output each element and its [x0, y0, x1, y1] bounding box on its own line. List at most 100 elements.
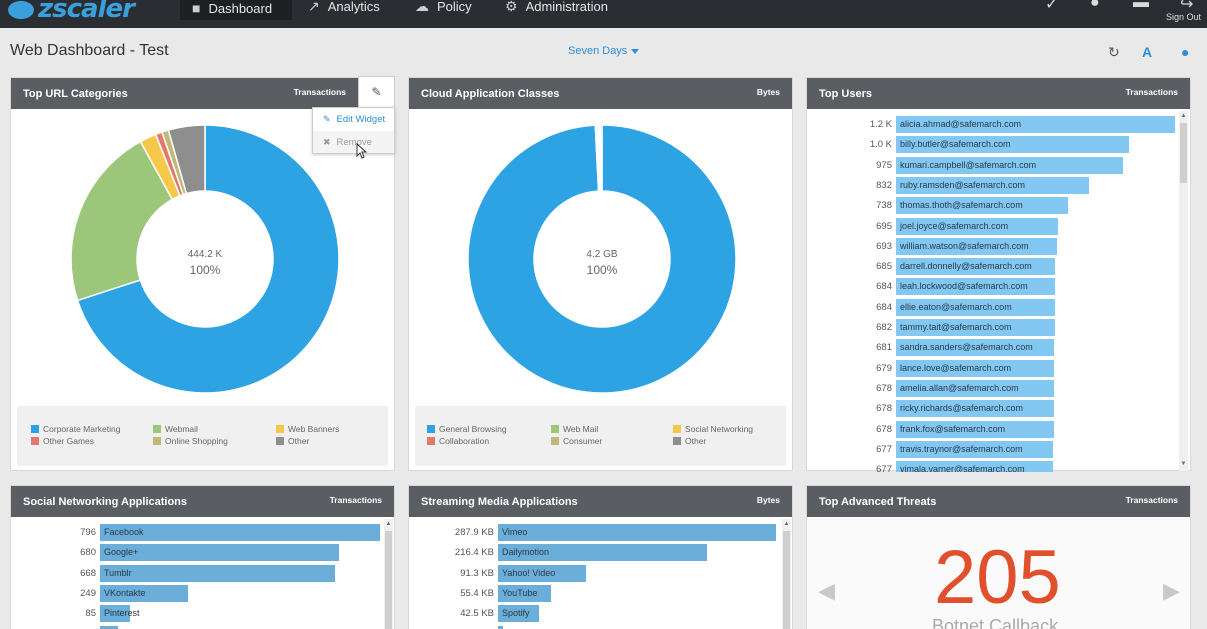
nav-analytics[interactable]: ↗ Analytics [308, 0, 380, 16]
donut-slice-other[interactable] [167, 124, 206, 195]
legend-item[interactable]: Other [276, 436, 309, 446]
bar-row[interactable]: 680 Google+ [11, 544, 383, 562]
bar-row[interactable]: 677 vimala.varner@safemarch.com [807, 461, 1177, 472]
nav-policy[interactable]: ☁ Policy [415, 0, 472, 16]
bar[interactable] [896, 217, 1058, 235]
bar[interactable] [896, 278, 1056, 296]
bar-row[interactable]: 42.5 KB Spotify [409, 605, 781, 623]
scrollbar[interactable]: ▲ [782, 519, 791, 629]
legend-item[interactable]: General Browsing [427, 424, 507, 434]
bar[interactable] [896, 298, 1056, 316]
sign-out-link[interactable]: Sign Out [1165, 12, 1201, 22]
legend-item[interactable]: Corporate Marketing [31, 424, 120, 434]
bar-row[interactable]: 249 VKontakte [11, 584, 383, 602]
bar-row[interactable]: 685 darrell.donnelly@safemarch.com [807, 258, 1177, 276]
donut-slice-webmail[interactable] [70, 140, 174, 302]
bar-row[interactable]: 668 Tumblr [11, 564, 383, 582]
scroll-down-icon[interactable]: ▼ [1180, 461, 1187, 467]
bar-row[interactable]: 91.3 KB Yahoo! Video [409, 564, 781, 582]
bar[interactable] [498, 564, 587, 582]
scrollbar-thumb[interactable] [385, 531, 392, 629]
bar-row[interactable]: 695 joel.joyce@safemarch.com [807, 217, 1177, 235]
bar[interactable] [896, 136, 1129, 154]
bar[interactable] [896, 379, 1054, 397]
bar-row[interactable]: 684 leah.lockwood@safemarch.com [807, 278, 1177, 296]
widget-edit-button[interactable]: ✎ [358, 76, 395, 107]
bar[interactable] [896, 197, 1068, 215]
legend-item[interactable]: Webmail [153, 424, 198, 434]
bar-row[interactable]: 1.2 K alicia.ahmad@safemarch.com [807, 116, 1177, 133]
bar[interactable] [896, 400, 1054, 418]
bar-row[interactable]: 832 ruby.ramsden@safemarch.com [807, 176, 1177, 194]
sign-out-icon[interactable]: ↪ [1180, 0, 1194, 13]
edit-widget-menu-item[interactable]: ✎ Edit Widget [313, 108, 394, 130]
bar-row[interactable]: 679 lance.love@safemarch.com [807, 359, 1177, 377]
bar[interactable] [896, 461, 1054, 472]
bar[interactable] [498, 605, 540, 623]
legend-item[interactable]: Online Shopping [153, 436, 228, 446]
notifications-icon[interactable]: ▬ [1133, 0, 1149, 11]
bar[interactable] [896, 156, 1123, 174]
scroll-up-icon[interactable]: ▲ [385, 521, 392, 527]
bar[interactable] [896, 258, 1056, 276]
legend-item[interactable]: Consumer [551, 436, 602, 446]
bar[interactable] [498, 625, 503, 629]
font-settings-icon[interactable]: A [1142, 44, 1153, 60]
scrollbar[interactable]: ▲ [384, 519, 393, 629]
bar-row[interactable]: 677 travis.traynor@safemarch.com [807, 440, 1177, 458]
bar-row[interactable]: 85 Pinterest [11, 605, 383, 623]
donut-slice-other[interactable] [599, 124, 603, 192]
bar-row[interactable]: 678 ricky.richards@safemarch.com [807, 400, 1177, 418]
bar-row[interactable]: 216.4 KB Dailymotion [409, 544, 781, 562]
scroll-up-icon[interactable]: ▲ [1180, 113, 1187, 119]
bar[interactable] [100, 524, 380, 541]
bar-row[interactable]: 678 frank.fox@safemarch.com [807, 420, 1177, 438]
bar-row[interactable]: 738 thomas.thoth@safemarch.com [807, 197, 1177, 215]
bar[interactable] [896, 420, 1054, 438]
bar[interactable] [100, 544, 340, 562]
bar-row[interactable]: 693 william.watson@safemarch.com [807, 237, 1177, 255]
bar[interactable] [896, 319, 1055, 336]
bar-row[interactable]: 681 sandra.sanders@safemarch.com [807, 339, 1177, 357]
bar-row[interactable] [409, 625, 781, 629]
bar[interactable] [498, 524, 776, 541]
chevron-left-icon[interactable]: ◀ [818, 578, 835, 603]
scroll-up-icon[interactable]: ▲ [783, 521, 790, 527]
remove-widget-menu-item[interactable]: ✖ Remove [313, 131, 394, 153]
bar[interactable] [100, 564, 335, 582]
bar[interactable] [100, 625, 118, 629]
help-icon[interactable]: ● [1090, 0, 1100, 11]
scrollbar-thumb[interactable] [1180, 123, 1187, 183]
legend-item[interactable]: Collaboration [427, 436, 489, 446]
bar-row[interactable]: 678 amelia.allan@safemarch.com [807, 379, 1177, 397]
bar[interactable] [100, 584, 188, 602]
legend-item[interactable]: Social Networking [673, 424, 753, 434]
bar-row[interactable]: 1.0 K billy.butler@safemarch.com [807, 136, 1177, 154]
nav-dashboard[interactable]: ■ Dashboard [180, 0, 292, 20]
chevron-right-icon[interactable]: ▶ [1163, 578, 1180, 603]
bar[interactable] [896, 176, 1090, 194]
bar[interactable] [896, 440, 1054, 458]
bar-row[interactable]: 975 kumari.campbell@safemarch.com [807, 156, 1177, 174]
refresh-icon[interactable]: ↻ [1108, 44, 1120, 60]
bar-row[interactable] [11, 625, 383, 629]
bar[interactable] [498, 584, 552, 602]
bar[interactable] [896, 237, 1058, 255]
nav-administration[interactable]: ⚙ Administration [505, 0, 608, 16]
donut-slice-corporate-marketing[interactable] [76, 124, 340, 394]
zscaler-logo[interactable]: zscaler [8, 0, 158, 24]
donut-slice-general-browsing[interactable] [467, 124, 737, 394]
bar[interactable] [100, 605, 130, 623]
tasks-check-icon[interactable]: ✓ [1045, 0, 1059, 13]
period-dropdown[interactable]: Seven Days [568, 45, 640, 57]
scrollbar-thumb[interactable] [783, 531, 790, 629]
bar-row[interactable]: 682 tammy.tait@safemarch.com [807, 319, 1177, 336]
legend-item[interactable]: Other Games [31, 436, 94, 446]
bar-row[interactable]: 684 ellie.eaton@safemarch.com [807, 298, 1177, 316]
bar-row[interactable]: 796 Facebook [11, 524, 383, 541]
bar[interactable] [896, 359, 1054, 377]
add-widget-icon[interactable]: ● [1181, 44, 1190, 60]
legend-item[interactable]: Web Mail [551, 424, 598, 434]
scrollbar[interactable]: ▲ ▼ [1179, 111, 1188, 471]
bar[interactable] [498, 544, 707, 562]
